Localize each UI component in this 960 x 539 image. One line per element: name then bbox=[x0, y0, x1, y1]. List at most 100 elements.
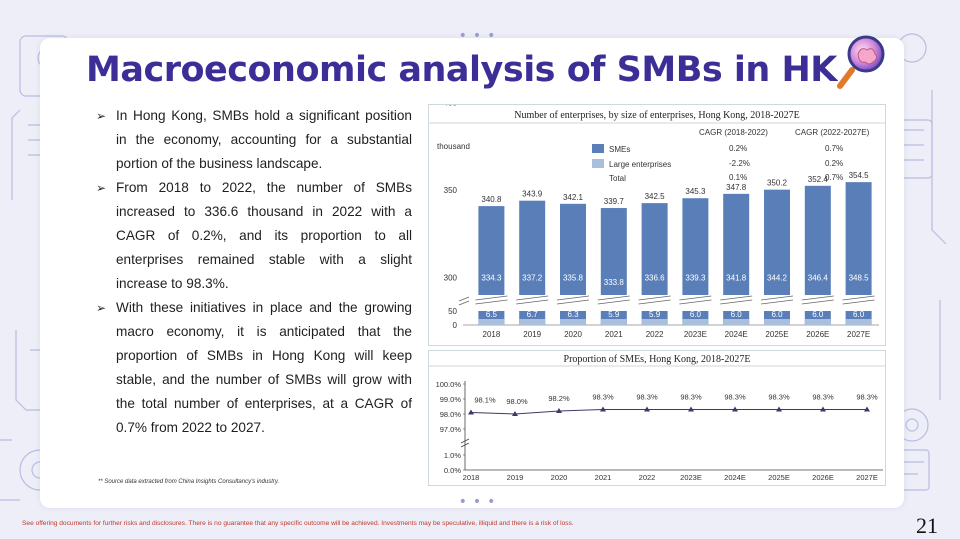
bar-large-segment bbox=[723, 319, 750, 325]
x-tick-label: 2021 bbox=[595, 473, 612, 482]
axis-break-mark bbox=[801, 299, 834, 305]
line-point-marker bbox=[732, 406, 738, 412]
line-point-marker bbox=[468, 409, 474, 415]
line-point-label: 98.2% bbox=[548, 394, 570, 403]
x-tick-label: 2025E bbox=[768, 473, 790, 482]
x-tick-label: 2020 bbox=[551, 473, 568, 482]
bar-chart-svg: Number of enterprises, by size of enterp… bbox=[429, 99, 885, 339]
line-point-marker bbox=[556, 408, 562, 413]
x-tick-label: 2027E bbox=[847, 330, 870, 339]
bullet-text: In Hong Kong, SMBs hold a significant po… bbox=[116, 108, 412, 171]
y-tick-label: 0 bbox=[453, 321, 458, 330]
bar-large-segment bbox=[764, 319, 790, 325]
axis-break-mark bbox=[556, 295, 590, 301]
axis-break-mark bbox=[516, 295, 549, 301]
bar-large-segment bbox=[682, 319, 709, 325]
cagr-total-b: 0.7% bbox=[825, 173, 843, 182]
bar-chart-title: Number of enterprises, by size of enterp… bbox=[514, 110, 800, 121]
x-tick-label: 2022 bbox=[646, 330, 664, 339]
y-tick-label: 0.0% bbox=[444, 466, 461, 475]
bar-sme-label: 336.6 bbox=[645, 274, 666, 283]
bar-sme-segment bbox=[641, 203, 668, 295]
y-tick-label: 400 bbox=[444, 105, 458, 108]
bar-sme-segment bbox=[764, 189, 790, 295]
line-point-label: 98.3% bbox=[856, 393, 878, 402]
axis-break-mark bbox=[638, 299, 671, 305]
top-dots: ••• bbox=[458, 28, 502, 44]
axis-break-mark bbox=[801, 295, 834, 301]
axis-break-mark bbox=[720, 299, 753, 305]
y-tick-label: 100.0% bbox=[436, 380, 462, 389]
x-tick-label: 2025E bbox=[765, 330, 788, 339]
line-point-label: 98.3% bbox=[724, 393, 746, 402]
y-tick-label: 99.0% bbox=[440, 395, 462, 404]
x-tick-label: 2019 bbox=[507, 473, 524, 482]
bullet-item: ➢ With these initiatives in place and the… bbox=[96, 296, 412, 440]
x-tick-label: 2022 bbox=[639, 473, 656, 482]
source-note: ** Source data extracted from China Insi… bbox=[98, 479, 280, 485]
legend-swatch-smes bbox=[592, 144, 604, 153]
cagr-large-a: -2.2% bbox=[729, 159, 750, 168]
bar-large-label: 6.7 bbox=[527, 310, 539, 319]
line-point-label: 98.1% bbox=[474, 396, 496, 405]
bar-total-label: 343.9 bbox=[522, 190, 543, 199]
axis-break-mark bbox=[842, 295, 875, 301]
line-point-label: 98.3% bbox=[680, 393, 702, 402]
bar-sme-segment bbox=[804, 185, 831, 295]
bullet-item: ➢ In Hong Kong, SMBs hold a significant p… bbox=[96, 104, 412, 176]
y-axis-break-mark bbox=[460, 438, 470, 444]
bar-total-label: 347.8 bbox=[726, 183, 747, 192]
cagr-header-1: CAGR (2018-2022) bbox=[699, 128, 768, 137]
magnifier-with-brain-icon bbox=[837, 35, 885, 89]
y-tick-label: 300 bbox=[444, 274, 458, 283]
bar-large-segment bbox=[560, 319, 586, 325]
line-point-label: 98.0% bbox=[506, 397, 528, 406]
line-point-marker bbox=[776, 406, 782, 412]
bar-total-label: 339.7 bbox=[604, 197, 625, 206]
bar-large-segment bbox=[600, 319, 627, 325]
bullet-text: With these initiatives in place and the … bbox=[116, 300, 412, 435]
line-point-marker bbox=[600, 406, 606, 412]
bar-large-segment bbox=[804, 319, 831, 325]
bar-large-segment bbox=[519, 319, 546, 325]
bar-chart-ylabel: thousand bbox=[437, 142, 470, 151]
line-chart-title: Proportion of SMEs, Hong Kong, 2018-2027… bbox=[564, 354, 751, 365]
line-point-marker bbox=[820, 406, 826, 412]
axis-break-mark bbox=[475, 295, 508, 301]
bar-large-label: 6.3 bbox=[567, 310, 579, 319]
line-point-label: 98.3% bbox=[812, 393, 834, 402]
bar-sme-segment bbox=[723, 193, 750, 295]
y-axis-break-mark bbox=[458, 300, 470, 306]
line-point-marker bbox=[864, 406, 870, 412]
bullet-item: ➢ From 2018 to 2022, the number of SMBs i… bbox=[96, 176, 412, 296]
x-tick-label: 2027E bbox=[856, 473, 878, 482]
line-point-marker bbox=[512, 411, 518, 416]
axis-break-mark bbox=[556, 299, 590, 305]
arrow-bullet-icon: ➢ bbox=[96, 109, 107, 123]
proportion-line-chart: Proportion of SMEs, Hong Kong, 2018-2027… bbox=[428, 350, 886, 486]
arrow-bullet-icon: ➢ bbox=[96, 181, 107, 195]
bar-sme-label: 339.3 bbox=[685, 274, 706, 283]
bar-sme-label: 348.5 bbox=[849, 274, 870, 283]
axis-break-mark bbox=[760, 299, 794, 305]
x-tick-label: 2020 bbox=[564, 330, 582, 339]
bar-large-label: 6.0 bbox=[771, 310, 783, 319]
x-tick-label: 2023E bbox=[680, 473, 702, 482]
arrow-bullet-icon: ➢ bbox=[96, 301, 107, 315]
y-tick-label: 1.0% bbox=[444, 451, 461, 460]
line-point-marker bbox=[644, 406, 650, 412]
disclaimer-footer: See offering documents for further risks… bbox=[22, 520, 574, 527]
bullet-list: ➢ In Hong Kong, SMBs hold a significant p… bbox=[96, 104, 412, 440]
bar-large-label: 6.5 bbox=[486, 310, 498, 319]
axis-break-mark bbox=[516, 299, 549, 305]
bar-total-label: 352.4 bbox=[808, 175, 829, 184]
legend-swatch-large bbox=[592, 159, 604, 168]
bar-large-label: 5.9 bbox=[608, 310, 620, 319]
bar-sme-label: 333.8 bbox=[604, 278, 625, 287]
bar-large-segment bbox=[845, 319, 872, 325]
y-tick-label: 97.0% bbox=[440, 425, 462, 434]
bar-sme-segment bbox=[519, 200, 546, 295]
bar-large-label: 6.0 bbox=[812, 310, 824, 319]
bar-large-label: 6.0 bbox=[853, 310, 865, 319]
legend-label-total: Total bbox=[609, 174, 626, 183]
